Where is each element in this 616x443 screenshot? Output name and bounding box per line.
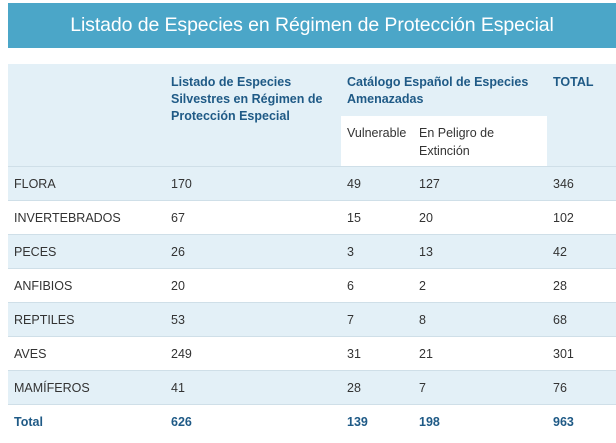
cell-listado: 170 — [165, 166, 341, 201]
cell-vulnerable: 31 — [341, 336, 413, 371]
header-extincion: En Peligro de Extinción — [413, 116, 547, 167]
table-body: FLORA 170 49 127 346 INVERTEBRADOS 67 15… — [8, 166, 616, 405]
totals-total: 963 — [547, 404, 616, 439]
cell-total: 28 — [547, 268, 616, 303]
header-listado: Listado de Especies Silvestres en Régime… — [165, 64, 341, 167]
page-title: Listado de Especies en Régimen de Protec… — [8, 3, 616, 48]
species-table-container: Listado de Especies Silvestres en Régime… — [8, 64, 616, 439]
cell-listado: 26 — [165, 234, 341, 269]
table-row: INVERTEBRADOS 67 15 20 102 — [8, 200, 616, 235]
cell-group: ANFIBIOS — [8, 268, 165, 303]
cell-extincion: 13 — [413, 234, 547, 269]
header-catalogo: Catálogo Español de Especies Amenazadas — [341, 64, 547, 116]
totals-extincion: 198 — [413, 404, 547, 439]
cell-vulnerable: 28 — [341, 370, 413, 405]
cell-group: INVERTEBRADOS — [8, 200, 165, 235]
totals-label: Total — [8, 404, 165, 439]
table-footer: Total 626 139 198 963 — [8, 404, 616, 439]
cell-total: 68 — [547, 302, 616, 337]
cell-total: 42 — [547, 234, 616, 269]
table-row: ANFIBIOS 20 6 2 28 — [8, 268, 616, 303]
cell-total: 301 — [547, 336, 616, 371]
cell-extincion: 20 — [413, 200, 547, 235]
header-vulnerable: Vulnerable — [341, 116, 413, 167]
cell-listado: 249 — [165, 336, 341, 371]
cell-extincion: 2 — [413, 268, 547, 303]
table-row: REPTILES 53 7 8 68 — [8, 302, 616, 337]
totals-vulnerable: 139 — [341, 404, 413, 439]
cell-vulnerable: 6 — [341, 268, 413, 303]
page-title-text: Listado de Especies en Régimen de Protec… — [70, 14, 554, 36]
table-header: Listado de Especies Silvestres en Régime… — [8, 64, 616, 167]
cell-listado: 53 — [165, 302, 341, 337]
cell-listado: 67 — [165, 200, 341, 235]
cell-group: PECES — [8, 234, 165, 269]
table-row: MAMÍFEROS 41 28 7 76 — [8, 370, 616, 405]
cell-total: 76 — [547, 370, 616, 405]
cell-extincion: 7 — [413, 370, 547, 405]
cell-vulnerable: 15 — [341, 200, 413, 235]
header-total: TOTAL — [547, 64, 616, 167]
species-table: Listado de Especies Silvestres en Régime… — [8, 64, 616, 439]
cell-group: FLORA — [8, 166, 165, 201]
totals-row: Total 626 139 198 963 — [8, 404, 616, 439]
cell-listado: 41 — [165, 370, 341, 405]
totals-listado: 626 — [165, 404, 341, 439]
cell-extincion: 8 — [413, 302, 547, 337]
table-row: PECES 26 3 13 42 — [8, 234, 616, 269]
cell-listado: 20 — [165, 268, 341, 303]
cell-group: REPTILES — [8, 302, 165, 337]
cell-total: 102 — [547, 200, 616, 235]
table-row: FLORA 170 49 127 346 — [8, 166, 616, 201]
header-group-blank — [8, 64, 165, 167]
cell-vulnerable: 3 — [341, 234, 413, 269]
cell-extincion: 21 — [413, 336, 547, 371]
cell-extincion: 127 — [413, 166, 547, 201]
cell-vulnerable: 7 — [341, 302, 413, 337]
table-row: AVES 249 31 21 301 — [8, 336, 616, 371]
cell-vulnerable: 49 — [341, 166, 413, 201]
cell-total: 346 — [547, 166, 616, 201]
cell-group: AVES — [8, 336, 165, 371]
cell-group: MAMÍFEROS — [8, 370, 165, 405]
